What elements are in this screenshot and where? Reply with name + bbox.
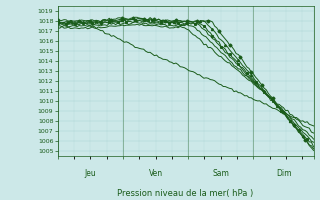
Text: Ven: Ven xyxy=(148,170,163,179)
Text: Dim: Dim xyxy=(276,170,292,179)
Text: Sam: Sam xyxy=(212,170,229,179)
Text: Pression niveau de la mer( hPa ): Pression niveau de la mer( hPa ) xyxy=(117,189,254,198)
Text: Jeu: Jeu xyxy=(84,170,96,179)
